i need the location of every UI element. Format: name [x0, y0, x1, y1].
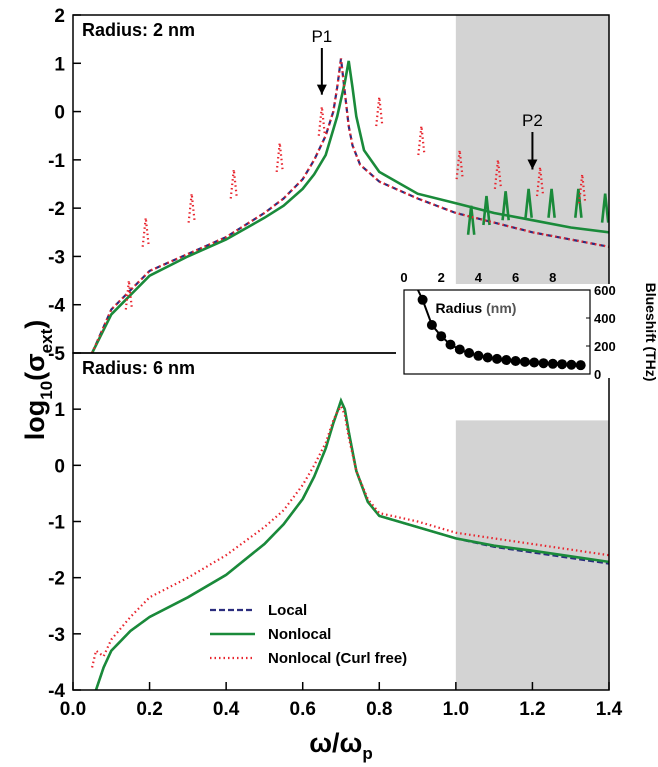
- inset-y-tick-label: 400: [594, 311, 616, 326]
- series-peak: [455, 150, 464, 180]
- series-peak: [600, 193, 609, 223]
- series-peak: [574, 188, 583, 218]
- series-line-local: [91, 58, 609, 353]
- series-peak: [275, 142, 284, 173]
- inset-data-point: [529, 357, 540, 368]
- shaded-region-bottom: [455, 420, 609, 690]
- series-peak: [187, 193, 196, 223]
- inset-data-point: [417, 294, 428, 305]
- inset-data-point: [492, 353, 502, 364]
- x-tick-label: 0.2: [136, 699, 162, 720]
- series-peak: [482, 195, 491, 226]
- top-panel-title: Radius: 2 nm: [82, 20, 195, 40]
- inset-data-point: [426, 320, 437, 330]
- inset-x-tick-label: 0: [400, 270, 407, 285]
- inset-frame: [403, 289, 591, 375]
- x-tick-label: 1.0: [443, 699, 469, 720]
- x-tick-label: 1.4: [596, 699, 623, 720]
- series-line-nonlocal-curl-free-: [91, 404, 609, 668]
- inset-data-point: [538, 358, 549, 369]
- inset-data-point: [566, 359, 577, 370]
- inset-y-tick-label: 200: [594, 339, 616, 354]
- annotation-p2: P2: [522, 111, 543, 130]
- inset-data-point: [464, 348, 475, 358]
- inset-plot: 0 2 4 6 8 0 200 400 600 Radius (nm) Blueshift (T…: [396, 270, 658, 382]
- inset-data-point: [445, 339, 456, 350]
- top-panel-ticks: -5 -4 -3 -2 -1 0 1 2: [48, 6, 81, 365]
- peak-annotations: P1 P2: [311, 27, 543, 170]
- y-tick-label: -1: [48, 513, 65, 534]
- bottom-panel-title: Radius: 6 nm: [82, 358, 195, 378]
- series-peak: [493, 159, 503, 189]
- series-peak: [501, 191, 510, 221]
- series-peak: [375, 96, 384, 127]
- inset-data-point: [510, 355, 521, 366]
- inset-y-tick-label: 600: [594, 283, 616, 298]
- y-tick-label: 1: [54, 54, 65, 75]
- series-peak: [229, 169, 238, 199]
- y-tick-label: 0: [54, 456, 65, 477]
- series-peak: [417, 125, 426, 156]
- x-axis-label: ω/ωp: [309, 728, 373, 763]
- top-panel-curves: [90, 58, 609, 353]
- inset-x-tick-label: 4: [475, 270, 483, 285]
- inset-data-point: [473, 350, 484, 361]
- annotation-p1: P1: [311, 27, 332, 46]
- x-tick-label: 0.0: [60, 699, 86, 720]
- y-tick-label: 1: [54, 400, 65, 421]
- inset-x-tick-label: 6: [512, 270, 519, 285]
- y-tick-label: -2: [48, 569, 65, 590]
- y-tick-label: 0: [54, 103, 65, 124]
- bottom-panel-ticks: -4 -3 -2 -1 0 1 0.0 0.2 0.4 0.6 0.8 1.0 1.2 1.4: [48, 400, 623, 720]
- inset-data-point: [436, 331, 447, 342]
- annotation-arrowhead: [316, 84, 327, 95]
- inset-y-tick-label: 0: [594, 367, 601, 382]
- legend-label: Nonlocal: [268, 626, 331, 643]
- series-peak: [578, 174, 587, 204]
- inset-y-label: Blueshift (THz): [643, 283, 658, 382]
- series-peak: [547, 188, 556, 218]
- inset-x-tick-label: 8: [549, 270, 556, 285]
- y-tick-label: -2: [48, 199, 65, 220]
- bottom-panel-curves: [91, 397, 609, 690]
- series-peak: [124, 280, 134, 310]
- inset-data-point: [547, 358, 558, 369]
- inset-data-point: [575, 360, 586, 371]
- y-tick-label: -4: [48, 681, 65, 702]
- inset-x-tick-label: 2: [438, 270, 445, 285]
- inset-x-label: Radius (nm): [436, 300, 517, 316]
- x-tick-label: 1.2: [519, 699, 545, 720]
- series-peak: [141, 217, 150, 247]
- x-tick-label: 0.6: [290, 699, 316, 720]
- inset-data-point: [557, 359, 568, 370]
- y-tick-label: -3: [48, 247, 65, 268]
- y-axis-label: log10(σext): [20, 320, 56, 440]
- y-tick-label: -5: [48, 344, 65, 365]
- legend-label: Local: [268, 602, 307, 619]
- annotation-arrowhead: [527, 159, 538, 170]
- inset-data-point: [519, 356, 530, 367]
- inset-data-point: [501, 355, 512, 365]
- x-tick-label: 0.8: [366, 699, 392, 720]
- legend: Local Nonlocal Nonlocal (Curl free): [210, 602, 407, 667]
- series-peak: [524, 188, 533, 218]
- y-tick-label: -3: [48, 625, 65, 646]
- series-peak: [535, 166, 545, 197]
- inset-data-point: [482, 352, 493, 363]
- series-peak: [317, 106, 327, 136]
- x-tick-label: 0.4: [213, 699, 240, 720]
- y-tick-label: -1: [48, 151, 65, 172]
- y-tick-label: -4: [48, 296, 65, 317]
- y-tick-label: 2: [54, 6, 65, 27]
- series-peak: [466, 205, 476, 235]
- legend-label: Nonlocal (Curl free): [268, 650, 407, 667]
- series-line-nonlocal: [90, 60, 609, 353]
- inset-data-point: [454, 344, 465, 355]
